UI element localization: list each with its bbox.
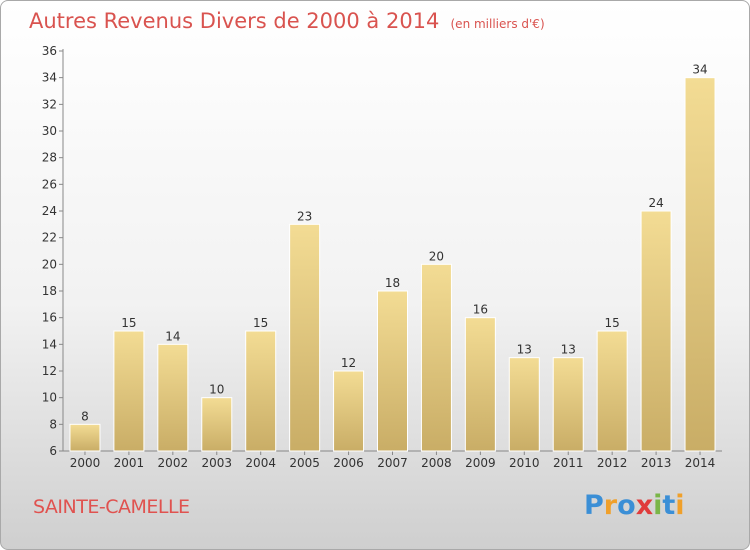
bar-value-label: 14 xyxy=(165,329,180,343)
bar-value-label: 15 xyxy=(121,316,136,330)
x-tick-label: 2009 xyxy=(465,456,496,470)
y-tick-label: 24 xyxy=(42,204,57,218)
bar-value-label: 15 xyxy=(253,316,268,330)
bar-value-label: 12 xyxy=(341,356,356,370)
bar-2011 xyxy=(552,357,584,452)
y-tick-label: 20 xyxy=(42,257,57,271)
bar-2008 xyxy=(420,263,452,452)
x-tick-label: 2006 xyxy=(333,456,364,470)
y-tick-label: 22 xyxy=(42,231,57,245)
brand-letter: t xyxy=(662,490,676,521)
bar-value-label: 13 xyxy=(561,343,576,357)
x-tick-label: 2001 xyxy=(114,456,145,470)
bar-2000 xyxy=(69,423,101,452)
bar-2012 xyxy=(596,330,628,452)
bar-value-label: 15 xyxy=(605,316,620,330)
bar-2006 xyxy=(333,370,365,452)
brand-logo[interactable]: Proxiti xyxy=(584,490,685,521)
bar-2002 xyxy=(157,343,189,452)
bar-2005 xyxy=(289,223,321,452)
y-tick-label: 30 xyxy=(42,124,57,138)
brand-letter: P xyxy=(584,490,604,521)
bar-2009 xyxy=(464,317,496,452)
y-tick-label: 6 xyxy=(49,444,57,458)
x-tick-label: 2000 xyxy=(70,456,101,470)
bar-value-label: 16 xyxy=(473,303,488,317)
y-tick-label: 36 xyxy=(42,44,57,58)
brand-letter: o xyxy=(617,490,636,521)
y-tick-label: 14 xyxy=(42,337,57,351)
x-tick-label: 2013 xyxy=(641,456,672,470)
brand-letter: i xyxy=(675,490,685,521)
x-tick-label: 2005 xyxy=(289,456,320,470)
x-tick-label: 2010 xyxy=(509,456,540,470)
chart-subtitle: (en milliers d'€) xyxy=(450,17,545,31)
bar-2010 xyxy=(508,357,540,452)
x-tick-label: 2004 xyxy=(245,456,276,470)
bar-value-label: 18 xyxy=(385,276,400,290)
y-tick-label: 12 xyxy=(42,364,57,378)
y-tick-label: 28 xyxy=(42,151,57,165)
y-tick-label: 10 xyxy=(42,391,57,405)
brand-letter: r xyxy=(603,490,618,521)
x-tick-label: 2014 xyxy=(685,456,716,470)
y-tick-label: 8 xyxy=(49,417,57,431)
bar-value-label: 8 xyxy=(81,409,89,423)
bar-value-label: 10 xyxy=(209,383,224,397)
bar-2014 xyxy=(684,77,716,452)
x-tick-label: 2012 xyxy=(597,456,628,470)
x-tick-label: 2011 xyxy=(553,456,584,470)
x-tick-label: 2007 xyxy=(377,456,408,470)
bar-value-label: 20 xyxy=(429,249,444,263)
bar-value-label: 23 xyxy=(297,209,312,223)
x-tick-label: 2003 xyxy=(201,456,232,470)
y-tick-label: 32 xyxy=(42,97,57,111)
bar-value-label: 24 xyxy=(648,196,663,210)
chart-title: Autres Revenus Divers de 2000 à 2014 xyxy=(29,9,440,33)
bar-2007 xyxy=(377,290,408,452)
y-tick-label: 16 xyxy=(42,311,57,325)
chart-title-block: Autres Revenus Divers de 2000 à 2014 (en… xyxy=(29,9,545,33)
brand-letter: i xyxy=(653,490,663,521)
bar-value-label: 34 xyxy=(692,63,707,77)
bar-2003 xyxy=(201,397,233,452)
brand-letter: x xyxy=(635,490,654,521)
bar-2004 xyxy=(245,330,277,452)
bar-2013 xyxy=(640,210,672,452)
x-tick-label: 2008 xyxy=(421,456,452,470)
x-tick-label: 2002 xyxy=(158,456,189,470)
bar-series: 8 15 14 10 15 23 12 18 20 16 13 13 15 24 34 xyxy=(69,63,716,452)
y-tick-label: 34 xyxy=(42,71,57,85)
y-tick-label: 26 xyxy=(42,177,57,191)
bar-value-label: 13 xyxy=(517,343,532,357)
chart-axes: 6 8 10 12 14 16 18 20 22 24 26 28 30 32 34 36 2000 2001 20… xyxy=(42,44,722,470)
location-name: SAINTE-CAMELLE xyxy=(33,496,190,518)
bar-2001 xyxy=(113,330,145,452)
y-tick-label: 18 xyxy=(42,284,57,298)
